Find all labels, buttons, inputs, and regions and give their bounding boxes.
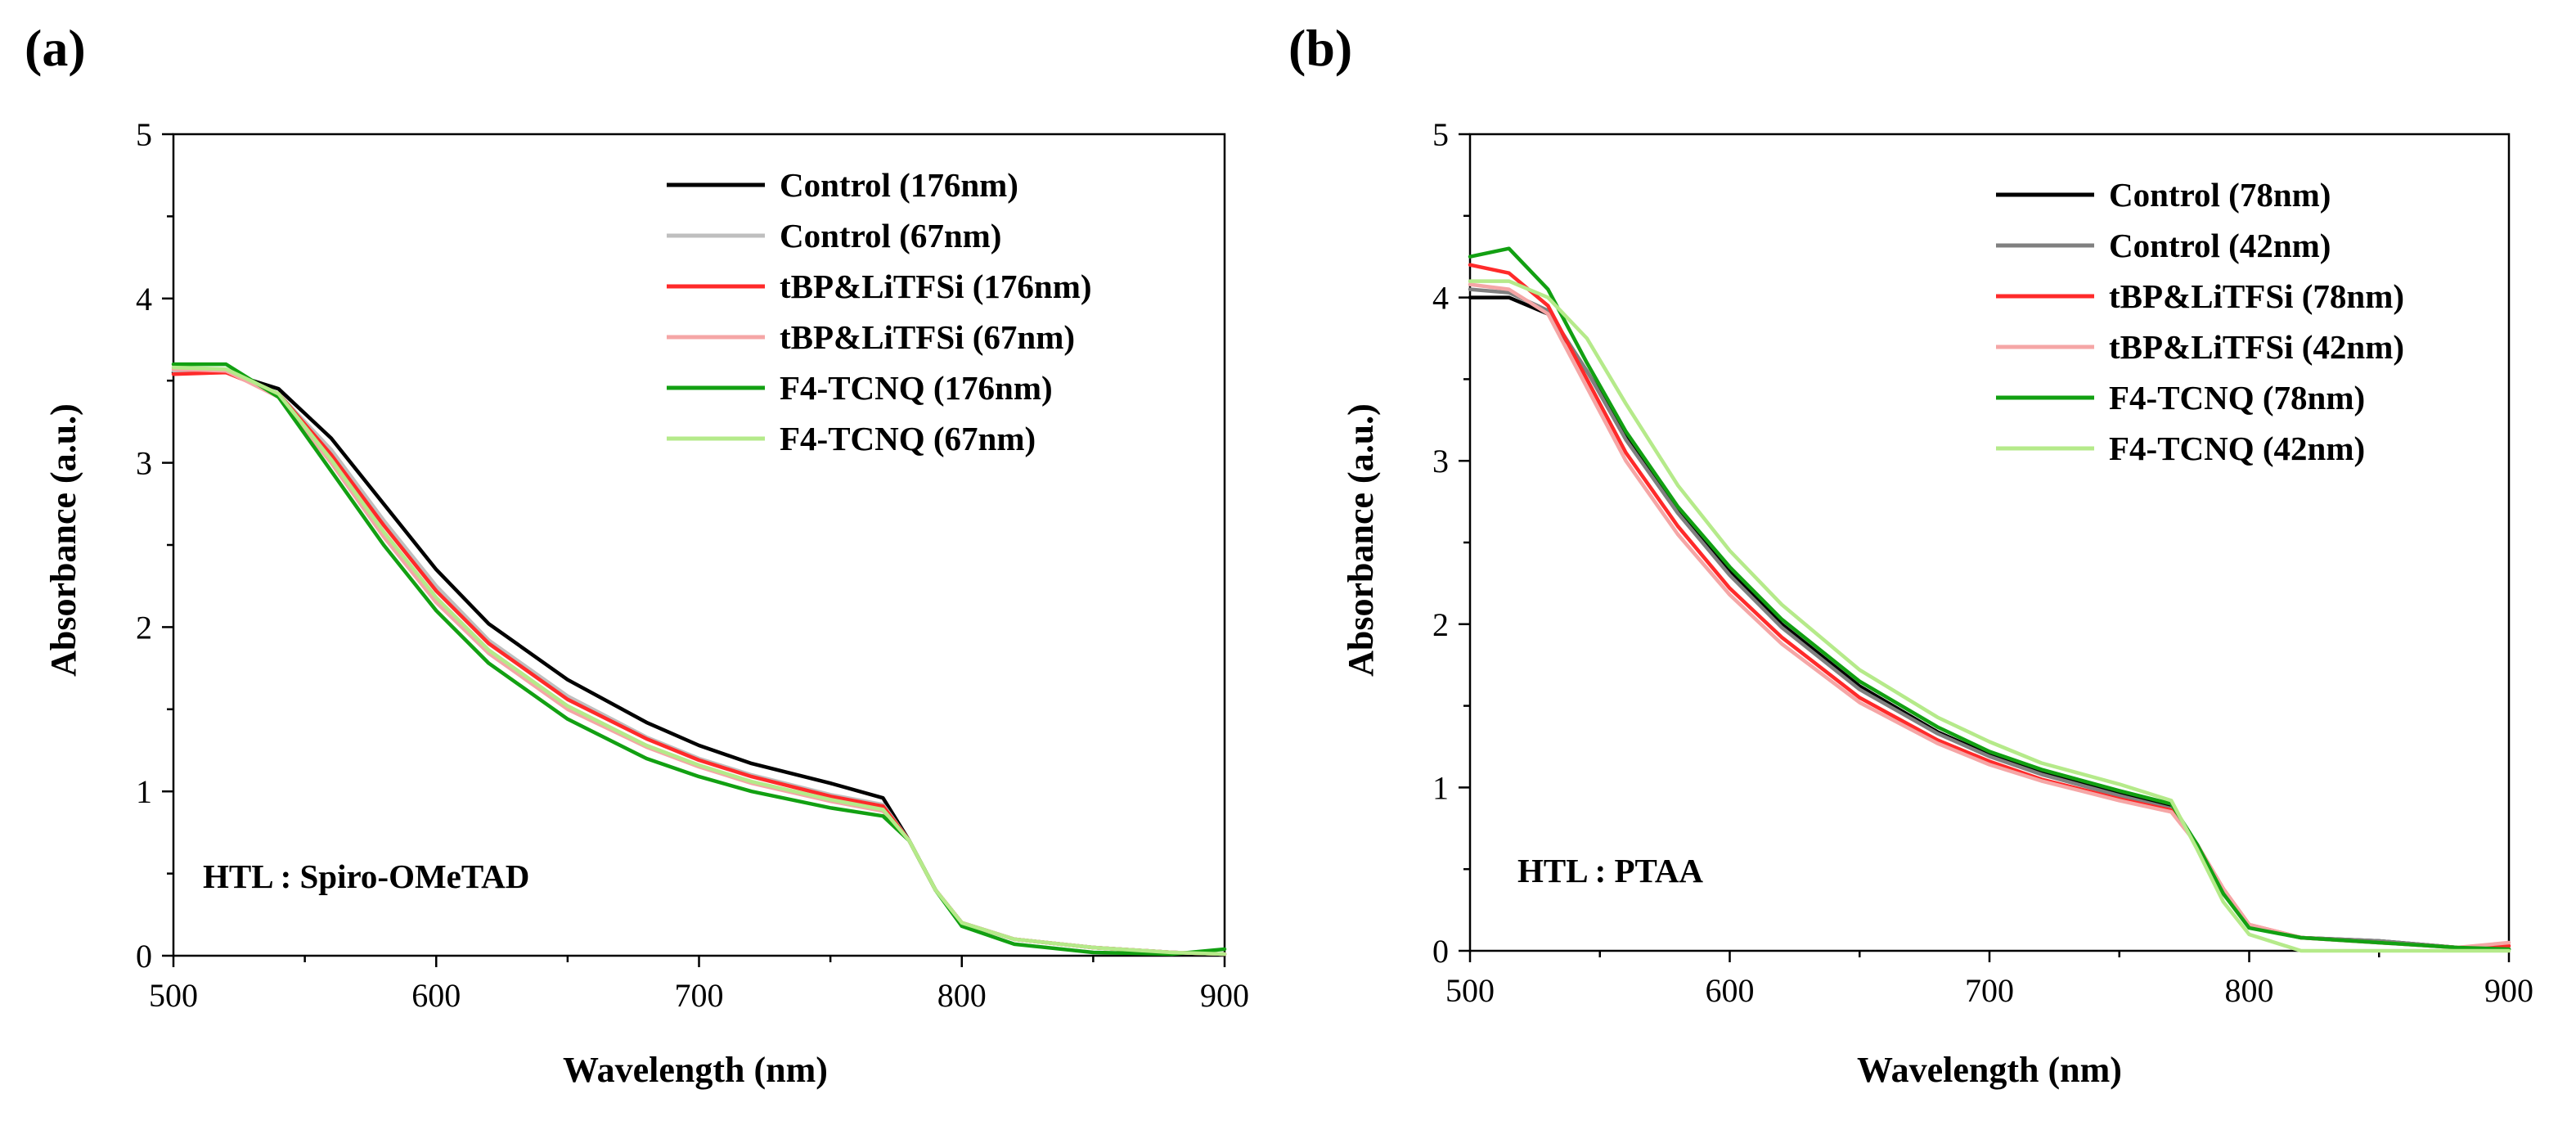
panel-b-series-line-6 — [1468, 279, 2511, 953]
panel-a-label: (a) — [25, 19, 86, 77]
panel-b-legend: Control (78nm) Control (42nm) tBP&LiTFSi (… — [1996, 176, 2404, 467]
panel-a-series-line-5 — [171, 362, 1227, 957]
panel-b-ytick-label: 0 — [1432, 933, 1449, 970]
panel-a-legend-label-1: Control (176nm) — [780, 166, 1018, 204]
panel-b-plot-area: 500 600 700 800 900 0 1 2 3 4 5 — [1432, 116, 2533, 1009]
panel-a-xtick-label: 600 — [411, 977, 461, 1014]
panel-b-xtick-label: 900 — [2484, 972, 2533, 1009]
panel-a-legend: Control (176nm) Control (67nm) tBP&LiTFSi … — [667, 166, 1092, 457]
panel-b-legend-label-4: tBP&LiTFSi (42nm) — [2109, 328, 2404, 366]
panel-a-annotation: HTL : Spiro-OMeTAD — [203, 858, 529, 895]
panel-a-xtick-label: 700 — [675, 977, 724, 1014]
panel-a-ytick-label: 5 — [136, 116, 152, 153]
panel-b-frame — [1468, 133, 2511, 952]
panel-a-legend-label-3: tBP&LiTFSi (176nm) — [780, 268, 1092, 305]
panel-b-legend-label-3: tBP&LiTFSi (78nm) — [2109, 277, 2404, 315]
panel-a-legend-label-2: Control (67nm) — [780, 217, 1001, 254]
panel-b-label: (b) — [1288, 19, 1352, 77]
panel-b-legend-label-2: Control (42nm) — [2109, 227, 2331, 264]
panel-a-ytick-label: 4 — [136, 281, 152, 317]
panel-b-series-line-3 — [1468, 263, 2511, 950]
panel-b-ytick-label: 5 — [1432, 116, 1449, 153]
panel-a-ytick-label: 3 — [136, 445, 152, 482]
panel-b-annotation: HTL : PTAA — [1517, 852, 1703, 889]
panel-b-xtick-label: 600 — [1706, 972, 1755, 1009]
panel-b-xtick-label: 500 — [1445, 972, 1495, 1009]
panel-b-ytick-label: 4 — [1432, 280, 1449, 317]
panel-a-xtick-label: 500 — [149, 977, 198, 1014]
panel-a-frame — [172, 133, 1226, 957]
panel-a-xtick-label: 900 — [1200, 977, 1249, 1014]
panel-b-ytick-label: 1 — [1432, 769, 1449, 806]
panel-b-legend-label-1: Control (78nm) — [2109, 176, 2331, 214]
panel-b-xtick-label: 700 — [1965, 972, 2014, 1009]
panel-b: (b) Absorbance (a.u.) Wavelength (nm) HT… — [1288, 19, 2533, 1090]
panel-a-legend-label-5: F4-TCNQ (176nm) — [780, 369, 1053, 407]
panel-a-ytick-label: 0 — [136, 938, 152, 975]
panel-a-ytick-label: 1 — [136, 773, 152, 810]
panel-b-legend-label-5: F4-TCNQ (78nm) — [2109, 379, 2365, 416]
panel-b-xlabel: Wavelength (nm) — [1857, 1050, 2122, 1090]
panel-a-plot-area: 500 600 700 800 900 0 1 2 3 4 5 — [136, 116, 1249, 1014]
panel-b-ytick-label: 3 — [1432, 443, 1449, 479]
panel-a-series-line-6 — [171, 365, 1227, 957]
panel-b-ytick-label: 2 — [1432, 606, 1449, 643]
panel-a-xlabel: Wavelength (nm) — [563, 1050, 828, 1090]
panel-a-ytick-label: 2 — [136, 609, 152, 646]
panel-a-legend-label-4: tBP&LiTFSi (67nm) — [780, 318, 1075, 356]
panel-b-ylabel: Absorbance (a.u.) — [1341, 403, 1381, 677]
panel-b-xtick-label: 800 — [2225, 972, 2274, 1009]
panel-a-xtick-label: 800 — [937, 977, 987, 1014]
panel-b-legend-label-6: F4-TCNQ (42nm) — [2109, 430, 2365, 467]
panel-a-legend-label-6: F4-TCNQ (67nm) — [780, 420, 1036, 457]
panel-a: (a) Absorbance (a.u.) Wavelength (nm) HT… — [25, 19, 1249, 1090]
panel-a-ylabel: Absorbance (a.u.) — [43, 403, 83, 677]
panel-b-series-line-5 — [1468, 246, 2511, 952]
